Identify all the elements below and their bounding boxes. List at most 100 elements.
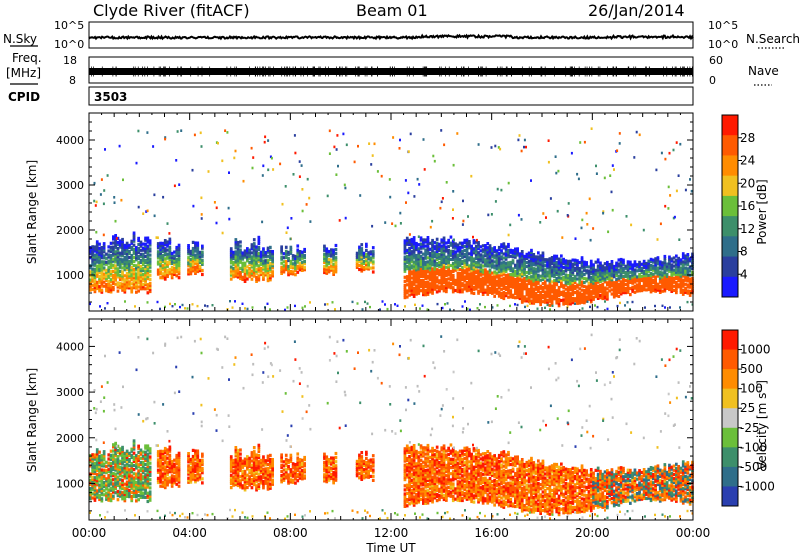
power-echo-cell <box>116 236 120 240</box>
power-echo-cell <box>553 266 556 270</box>
velocity-echo-cell <box>121 458 124 462</box>
power-echo-cell <box>166 252 169 256</box>
power-echo-cell <box>663 281 667 285</box>
power-echo-cell <box>635 283 639 287</box>
power-echo-cell <box>530 285 533 289</box>
power-sparse-cell <box>227 206 230 210</box>
power-echo-cell <box>269 255 272 260</box>
power-echo-cell <box>417 259 421 263</box>
power-echo-cell <box>520 294 524 298</box>
power-echo-cell <box>98 242 101 246</box>
power-near-cell <box>516 303 519 307</box>
power-echo-cell <box>198 250 202 254</box>
power-echo-cell <box>266 246 270 250</box>
power-echo-cell <box>128 274 131 278</box>
power-echo-cell <box>246 259 249 263</box>
power-echo-cell <box>433 275 437 279</box>
power-echo-cell <box>564 275 568 279</box>
velocity-echo-cell <box>121 452 124 456</box>
power-echo-cell <box>684 262 687 266</box>
power-sparse-cell <box>193 133 196 137</box>
power-echo-cell <box>472 269 476 273</box>
power-echo-cell <box>112 277 115 282</box>
power-echo-cell <box>447 269 450 273</box>
velocity-echo-cell <box>98 469 101 473</box>
velocity-echo-cell <box>116 498 120 502</box>
power-echo-cell <box>408 271 411 275</box>
velocity-echo-cell <box>123 492 127 497</box>
power-echo-cell <box>488 282 492 286</box>
power-echo-cell <box>486 280 490 284</box>
power-echo-cell <box>132 280 136 284</box>
power-echo-cell <box>629 286 632 291</box>
power-echo-cell <box>502 244 506 248</box>
power-echo-cell <box>116 261 120 265</box>
velocity-echo-cell <box>161 480 165 484</box>
power-echo-cell <box>543 258 547 262</box>
power-echo-cell <box>130 239 134 243</box>
power-echo-cell <box>91 283 94 287</box>
power-echo-cell <box>257 278 261 282</box>
power-echo-cell <box>105 278 108 283</box>
power-sparse-cell <box>399 211 402 215</box>
power-echo-cell <box>451 286 455 290</box>
power-echo-cell <box>606 295 609 299</box>
power-echo-cell <box>472 281 476 285</box>
power-echo-cell <box>578 271 582 275</box>
velocity-echo-cell <box>144 475 147 479</box>
velocity-echo-cell <box>156 462 160 466</box>
power-echo-cell <box>177 247 181 251</box>
velocity-echo-cell <box>159 468 162 472</box>
velocity-echo-cell <box>135 499 138 503</box>
power-echo-cell <box>520 300 524 304</box>
velocity-echo-cell <box>175 455 179 460</box>
velocity-echo-cell <box>98 487 101 491</box>
power-echo-cell <box>166 244 169 248</box>
power-echo-cell <box>250 255 254 259</box>
power-echo-cell <box>571 282 575 286</box>
velocity-echo-cell <box>100 454 104 458</box>
power-echo-cell <box>141 272 145 277</box>
power-echo-cell <box>264 273 268 277</box>
power-sparse-cell <box>262 164 265 168</box>
velocity-echo-cell <box>102 476 106 480</box>
power-echo-cell <box>424 276 427 281</box>
power-echo-cell <box>633 280 637 284</box>
power-echo-cell <box>456 261 460 265</box>
power-echo-cell <box>159 257 162 262</box>
power-echo-cell <box>177 268 181 272</box>
power-echo-cell <box>592 275 595 279</box>
velocity-echo-cell <box>170 464 174 468</box>
power-echo-cell <box>679 284 683 288</box>
power-echo-cell <box>109 270 113 274</box>
power-echo-cell <box>548 277 552 281</box>
velocity-echo-cell <box>135 493 138 497</box>
power-echo-cell <box>539 302 542 307</box>
power-echo-cell <box>301 256 304 260</box>
power-echo-cell <box>130 260 134 264</box>
power-echo-cell <box>156 250 160 254</box>
power-echo-cell <box>445 269 448 273</box>
velocity-echo-cell <box>130 449 134 453</box>
power-echo-cell <box>481 268 485 272</box>
velocity-echo-cell <box>125 466 129 470</box>
power-echo-cell <box>530 260 533 265</box>
velocity-echo-cell <box>125 472 129 476</box>
power-echo-cell <box>472 239 476 243</box>
power-near-cell <box>414 303 416 306</box>
power-echo-cell <box>445 279 448 284</box>
power-near-cell <box>491 306 494 309</box>
velocity-echo-cell <box>132 439 136 443</box>
power-echo-cell <box>642 288 646 292</box>
power-echo-cell <box>405 261 409 265</box>
power-echo-cell <box>514 286 517 290</box>
power-echo-cell <box>463 255 467 259</box>
power-echo-cell <box>264 259 268 263</box>
power-echo-cell <box>583 293 586 297</box>
power-echo-cell <box>566 261 570 265</box>
power-echo-cell <box>497 276 501 280</box>
power-echo-cell <box>191 259 195 263</box>
power-echo-cell <box>405 256 409 261</box>
power-echo-cell <box>417 261 421 265</box>
velocity-echo-cell <box>118 465 122 469</box>
